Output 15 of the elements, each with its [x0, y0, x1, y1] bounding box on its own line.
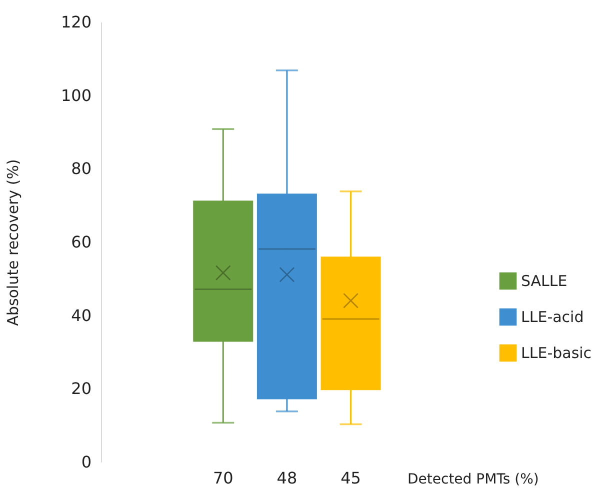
legend-label: LLE-basic	[521, 344, 592, 362]
y-axis-title: Absolute recovery (%)	[4, 159, 22, 326]
y-tick-label: 20	[71, 379, 92, 398]
x-axis-title: Detected PMTs (%)	[408, 472, 539, 488]
y-tick-label: 0	[81, 452, 92, 472]
x-tick-label: 48	[276, 468, 298, 488]
y-tick-label: 120	[60, 12, 92, 32]
x-tick-label: 45	[340, 468, 361, 488]
legend-label: LLE-acid	[521, 308, 584, 326]
y-tick-label: 60	[71, 232, 92, 252]
y-tick-label: 100	[60, 86, 92, 105]
legend-label: SALLE	[521, 272, 568, 290]
y-tick-label: 40	[71, 306, 92, 325]
x-tick-label: 70	[212, 468, 234, 488]
y-tick-label: 80	[71, 159, 92, 178]
